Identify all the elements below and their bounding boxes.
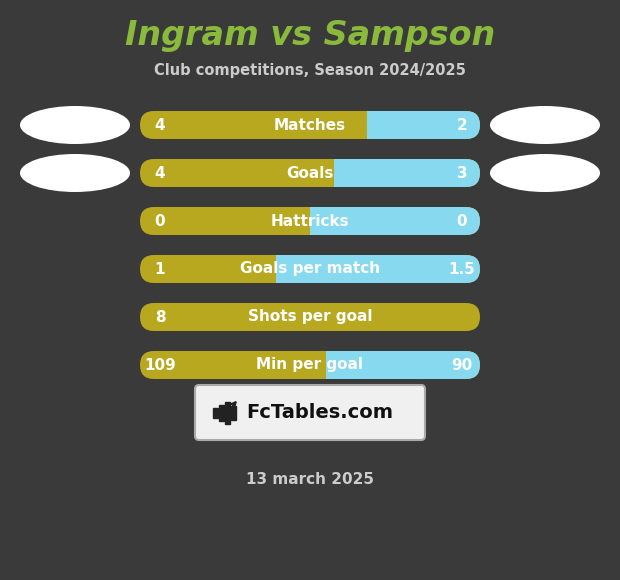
- Ellipse shape: [490, 154, 600, 192]
- Ellipse shape: [20, 154, 130, 192]
- Text: 0: 0: [154, 213, 166, 229]
- Bar: [326, 351, 342, 379]
- FancyBboxPatch shape: [334, 159, 480, 187]
- FancyBboxPatch shape: [140, 255, 480, 283]
- Text: 90: 90: [451, 357, 472, 372]
- Bar: [310, 207, 325, 235]
- FancyBboxPatch shape: [140, 111, 480, 139]
- Bar: [219, 404, 223, 420]
- Text: 4: 4: [154, 118, 166, 132]
- FancyBboxPatch shape: [140, 351, 480, 379]
- Text: 1.5: 1.5: [449, 262, 476, 277]
- Text: Min per goal: Min per goal: [257, 357, 363, 372]
- FancyBboxPatch shape: [195, 385, 425, 440]
- Text: 109: 109: [144, 357, 176, 372]
- Text: Club competitions, Season 2024/2025: Club competitions, Season 2024/2025: [154, 63, 466, 78]
- Text: 0: 0: [457, 213, 467, 229]
- Text: Goals: Goals: [286, 165, 334, 180]
- FancyBboxPatch shape: [140, 303, 480, 331]
- Text: 8: 8: [154, 310, 166, 324]
- Text: Hattricks: Hattricks: [271, 213, 349, 229]
- FancyBboxPatch shape: [310, 207, 480, 235]
- FancyBboxPatch shape: [276, 255, 480, 283]
- Text: 3: 3: [457, 165, 467, 180]
- Text: Matches: Matches: [274, 118, 346, 132]
- Text: 4: 4: [154, 165, 166, 180]
- Ellipse shape: [20, 106, 130, 144]
- Text: FcTables.com: FcTables.com: [247, 403, 394, 422]
- FancyBboxPatch shape: [140, 207, 480, 235]
- Ellipse shape: [490, 106, 600, 144]
- FancyBboxPatch shape: [326, 351, 480, 379]
- Bar: [213, 408, 218, 418]
- Bar: [225, 401, 229, 423]
- Bar: [231, 405, 236, 419]
- Text: Shots per goal: Shots per goal: [248, 310, 372, 324]
- FancyBboxPatch shape: [367, 111, 480, 139]
- Bar: [334, 159, 349, 187]
- Text: Ingram vs Sampson: Ingram vs Sampson: [125, 19, 495, 52]
- Text: Goals per match: Goals per match: [240, 262, 380, 277]
- Bar: [276, 255, 291, 283]
- Text: 1: 1: [155, 262, 166, 277]
- Bar: [367, 111, 382, 139]
- Text: 2: 2: [456, 118, 467, 132]
- Text: 13 march 2025: 13 march 2025: [246, 473, 374, 488]
- FancyBboxPatch shape: [140, 159, 480, 187]
